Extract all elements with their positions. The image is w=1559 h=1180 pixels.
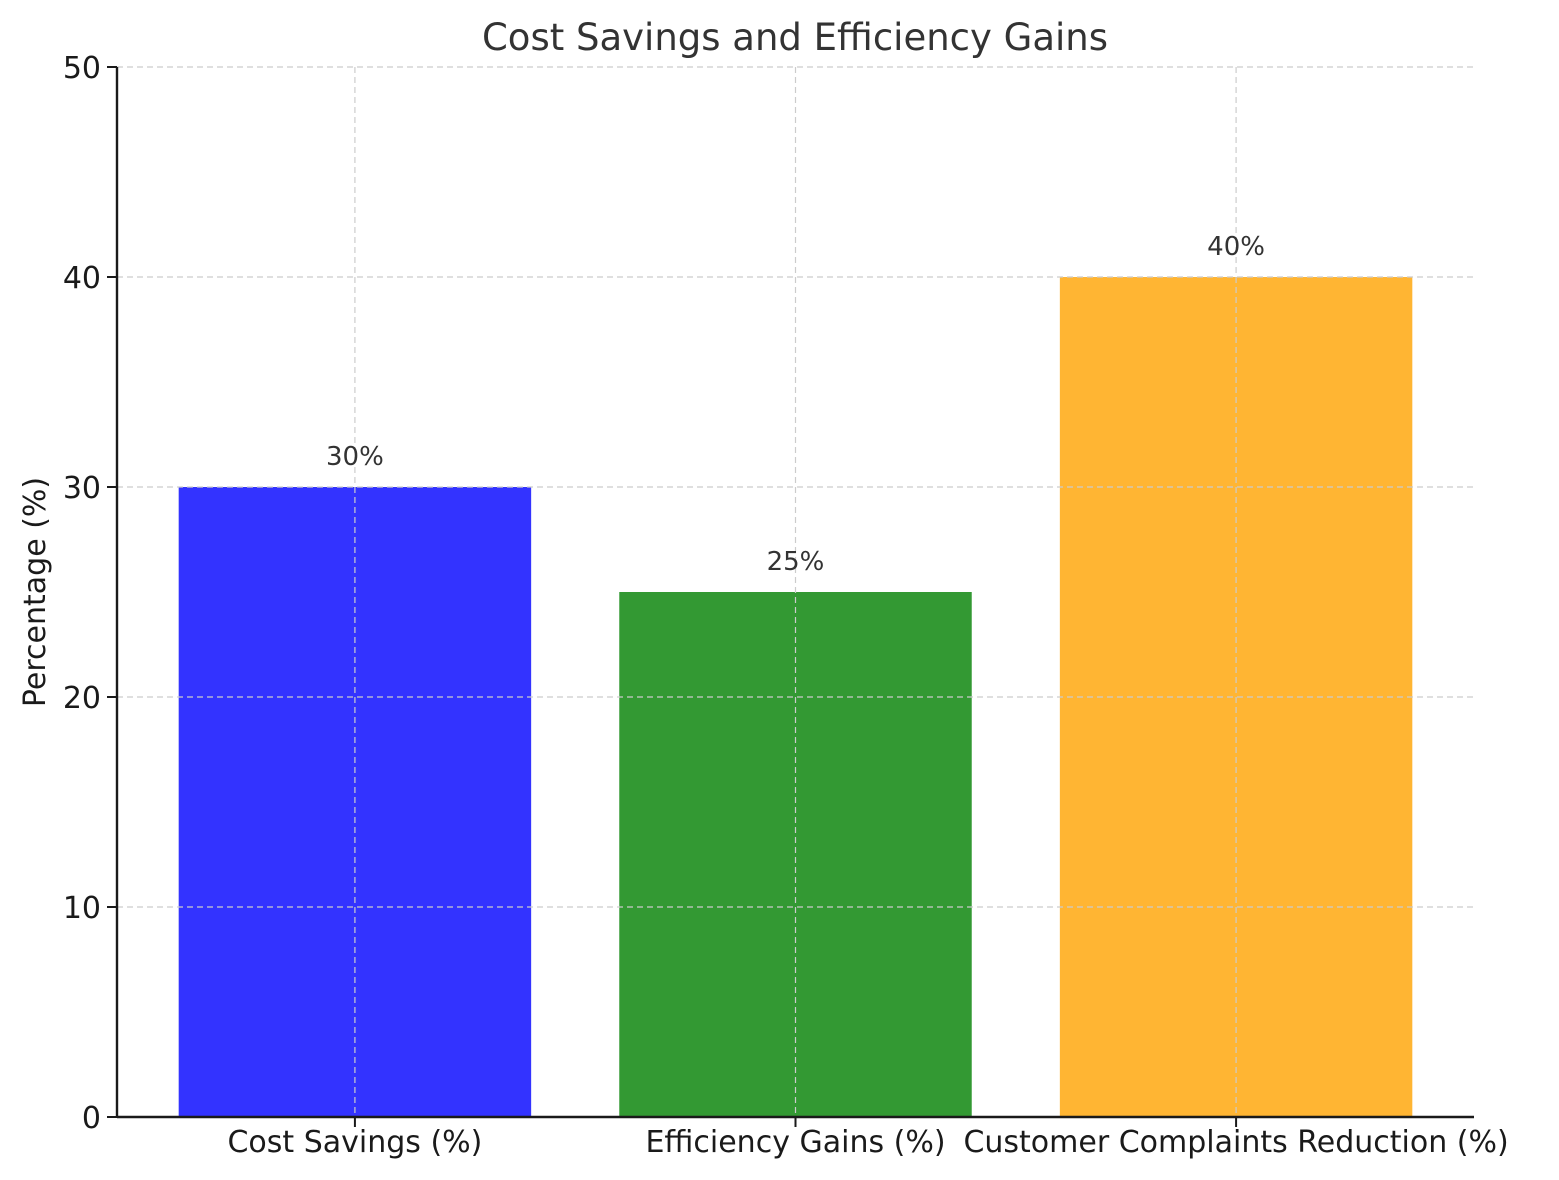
x-tick-label-1: Efficiency Gains (%) — [645, 1125, 945, 1160]
bar-value-label-0: 30% — [326, 442, 384, 472]
bar-value-label-1: 25% — [767, 547, 825, 577]
y-tick-label-5: 50 — [63, 51, 101, 86]
y-tick-label-2: 20 — [63, 681, 101, 716]
y-tick-label-1: 10 — [63, 891, 101, 926]
y-tick-label-0: 0 — [82, 1101, 101, 1136]
y-axis-label: Percentage (%) — [18, 477, 53, 707]
x-tick-label-2: Customer Complaints Reduction (%) — [963, 1125, 1508, 1160]
labels: 0 10 20 30 40 50 Cost Savings (%) Efficiency Ga… — [63, 51, 1509, 1160]
x-tick-label-0: Cost Savings (%) — [227, 1125, 482, 1160]
bar-value-label-2: 40% — [1207, 232, 1265, 262]
y-tick-label-4: 40 — [63, 261, 101, 296]
y-tick-label-3: 30 — [63, 471, 101, 506]
chart-title: Cost Savings and Efficiency Gains — [482, 16, 1108, 59]
axes — [107, 66, 1474, 1127]
